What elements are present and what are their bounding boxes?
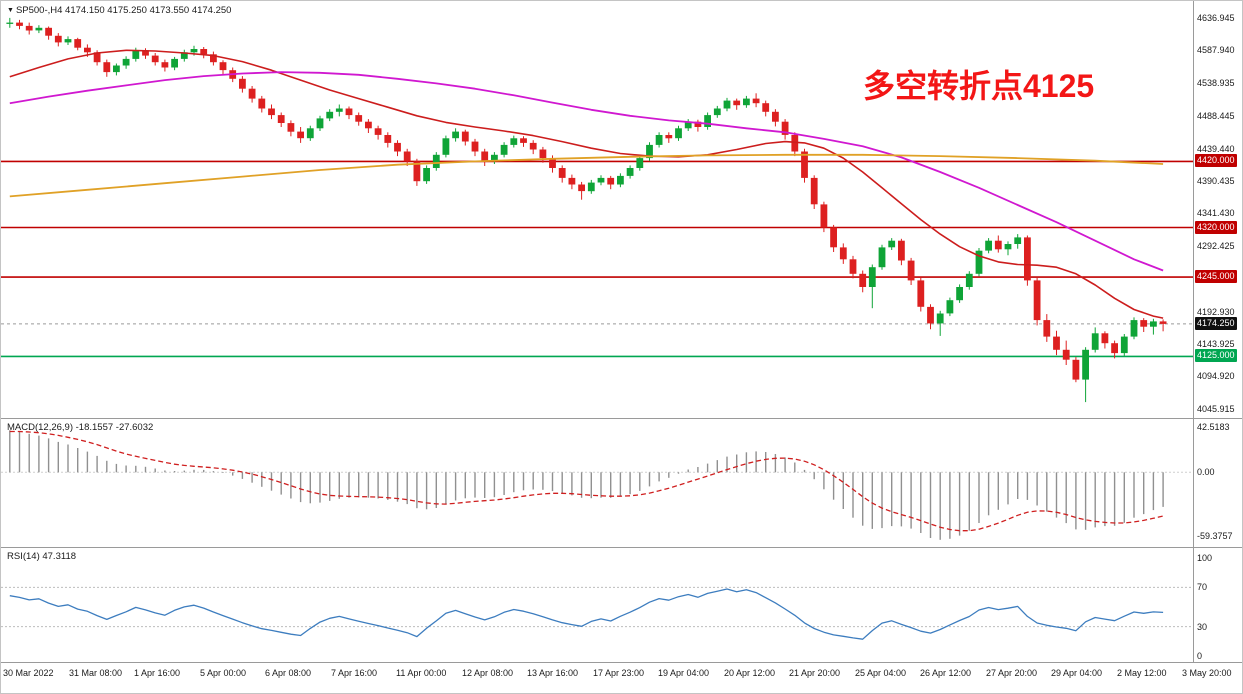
- price-tick-label: 4587.940: [1197, 45, 1235, 55]
- rsi-tick-label: 70: [1197, 582, 1208, 592]
- time-tick-label: 31 Mar 08:00: [69, 668, 123, 678]
- price-tick-label: 4538.935: [1197, 78, 1235, 88]
- panel-separator[interactable]: [1, 547, 1242, 548]
- macd-tick-label: -59.3757: [1197, 531, 1233, 541]
- price-chart-panel[interactable]: ▼ SP500-,H4 4174.150 4175.250 4173.550 41…: [1, 1, 1193, 418]
- rsi-panel[interactable]: RSI(14) 47.3118: [1, 548, 1193, 662]
- time-tick-label: 7 Apr 16:00: [331, 668, 378, 678]
- time-tick-label: 5 Apr 00:00: [200, 668, 247, 678]
- axis-separator: [1193, 1, 1194, 662]
- price-level-badge: 4245.000: [1195, 270, 1237, 283]
- price-tick-label: 4192.930: [1197, 307, 1235, 317]
- macd-label: MACD(12,26,9) -18.1557 -27.6032: [7, 422, 154, 433]
- price-axis[interactable]: 4636.945 4587.940 4538.935 4488.445 4439.440…: [1193, 1, 1242, 418]
- price-tick-label: 4045.915: [1197, 404, 1235, 414]
- macd-axis: 42.5183 0.00 -59.3757: [1193, 419, 1242, 547]
- panel-separator[interactable]: [1, 418, 1242, 419]
- current-price-badge: 4174.250: [1195, 317, 1237, 330]
- rsi-label: RSI(14) 47.3118: [7, 551, 77, 562]
- price-level-badge: 4420.000: [1195, 154, 1237, 167]
- rsi-axis: 100 70 30 0: [1193, 548, 1242, 662]
- price-tick-label: 4143.925: [1197, 339, 1235, 349]
- rsi-chart: [1, 586, 1193, 640]
- rsi-tick-label: 0: [1197, 651, 1203, 661]
- time-tick-label: 30 Mar 2022: [3, 668, 54, 678]
- time-tick-label: 6 Apr 08:00: [265, 668, 312, 678]
- price-tick-label: 4390.435: [1197, 176, 1235, 186]
- time-tick-label: 29 Apr 04:00: [1051, 668, 1103, 678]
- macd-panel[interactable]: MACD(12,26,9) -18.1557 -27.6032: [1, 419, 1193, 547]
- chart-title-text: SP500-,H4 4174.150 4175.250 4173.550 417…: [15, 5, 232, 16]
- price-tick-label: 4292.425: [1197, 241, 1235, 251]
- symbol-dropdown-icon[interactable]: ▼: [7, 7, 14, 14]
- time-tick-label: 21 Apr 20:00: [789, 668, 841, 678]
- time-tick-label: 2 May 12:00: [1117, 668, 1167, 678]
- time-tick-label: 17 Apr 23:00: [593, 668, 645, 678]
- price-tick-label: 4341.430: [1197, 208, 1235, 218]
- time-tick-label: 20 Apr 12:00: [724, 668, 776, 678]
- price-tick-label: 4094.920: [1197, 371, 1235, 381]
- chart-title: ▼ SP500-,H4 4174.150 4175.250 4173.550 41…: [7, 5, 231, 16]
- time-tick-label: 27 Apr 20:00: [986, 668, 1038, 678]
- time-tick-label: 26 Apr 12:00: [920, 668, 972, 678]
- candlestick-chart: [1, 17, 1193, 403]
- time-tick-label: 19 Apr 04:00: [658, 668, 710, 678]
- price-level-badge: 4125.000: [1195, 349, 1237, 362]
- time-tick-label: 12 Apr 08:00: [462, 668, 514, 678]
- time-tick-label: 3 May 20:00: [1182, 668, 1232, 678]
- price-tick-label: 4636.945: [1197, 13, 1235, 23]
- macd-tick-label: 0.00: [1197, 467, 1215, 477]
- time-tick-label: 1 Apr 16:00: [134, 668, 181, 678]
- rsi-tick-label: 30: [1197, 622, 1208, 632]
- price-tick-label: 4439.440: [1197, 144, 1235, 154]
- macd-chart: [1, 430, 1193, 540]
- macd-tick-label: 42.5183: [1197, 422, 1230, 432]
- panel-separator: [1, 662, 1242, 663]
- annotation-text: 多空转折点4125: [863, 68, 1095, 104]
- time-tick-label: 13 Apr 16:00: [527, 668, 579, 678]
- time-tick-label: 25 Apr 04:00: [855, 668, 907, 678]
- time-tick-label: 11 Apr 00:00: [396, 668, 447, 678]
- price-tick-label: 4488.445: [1197, 111, 1235, 121]
- price-level-badge: 4320.000: [1195, 221, 1237, 234]
- rsi-tick-label: 100: [1197, 553, 1213, 563]
- time-axis[interactable]: 30 Mar 2022 31 Mar 08:00 1 Apr 16:00 5 Apr …: [1, 663, 1242, 693]
